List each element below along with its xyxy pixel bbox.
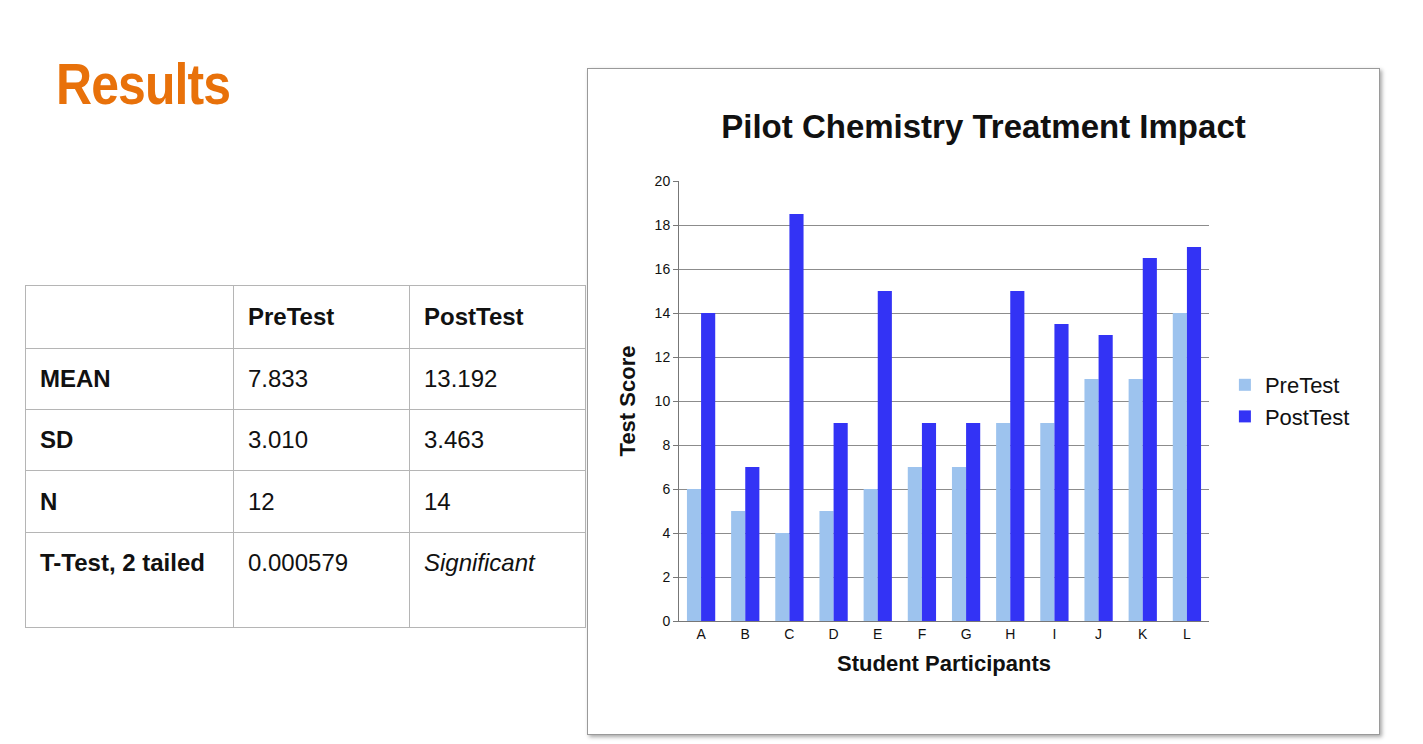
svg-text:Student Participants: Student Participants <box>837 651 1051 676</box>
html-text:3.010: 3.010 <box>248 426 309 453</box>
html-text:12: 12 <box>248 487 275 515</box>
html-text:PostTest: PostTest <box>424 303 524 330</box>
svg-text:H: H <box>1005 626 1015 642</box>
svg-text:PreTest: PreTest <box>1265 373 1340 398</box>
svg-text:Pilot Chemistry Treatment Impa: Pilot Chemistry Treatment Impact <box>721 108 1245 145</box>
svg-text:D: D <box>829 626 839 642</box>
svg-text:2: 2 <box>662 569 670 585</box>
html-text:3.463: 3.463 <box>424 426 485 453</box>
svg-text:Test Score: Test Score <box>615 346 640 457</box>
html-text:0.000579: 0.000579 <box>248 549 349 576</box>
html-text:14: 14 <box>424 487 451 515</box>
html-text:Results: Results <box>56 51 231 116</box>
html-text:7.833: 7.833 <box>248 365 309 392</box>
html-text:N: N <box>40 487 58 515</box>
html-text:Significant: Significant <box>424 549 535 576</box>
svg-text:0: 0 <box>662 613 670 629</box>
html-text:MEAN: MEAN <box>40 365 111 392</box>
svg-text:18: 18 <box>655 217 671 233</box>
svg-text:C: C <box>784 626 794 642</box>
svg-text:PostTest: PostTest <box>1265 405 1349 430</box>
svg-text:F: F <box>918 626 927 642</box>
html-text:T-Test, 2 tailed: T-Test, 2 tailed <box>40 549 205 576</box>
svg-text:A: A <box>696 626 706 642</box>
html-text:13.192: 13.192 <box>424 365 498 392</box>
svg-text:J: J <box>1095 626 1102 642</box>
svg-text:10: 10 <box>655 393 671 409</box>
svg-text:L: L <box>1183 626 1191 642</box>
svg-text:16: 16 <box>655 261 671 277</box>
svg-text:14: 14 <box>655 305 671 321</box>
svg-text:8: 8 <box>662 437 670 453</box>
svg-text:K: K <box>1138 626 1148 642</box>
svg-text:6: 6 <box>662 481 670 497</box>
svg-text:G: G <box>961 626 972 642</box>
svg-text:20: 20 <box>655 173 671 189</box>
html-text:PreTest: PreTest <box>248 303 335 330</box>
svg-text:4: 4 <box>662 525 670 541</box>
html-text:SD: SD <box>40 426 74 453</box>
svg-text:I: I <box>1052 626 1056 642</box>
svg-text:E: E <box>873 626 882 642</box>
svg-text:B: B <box>741 626 750 642</box>
svg-text:12: 12 <box>655 349 671 365</box>
